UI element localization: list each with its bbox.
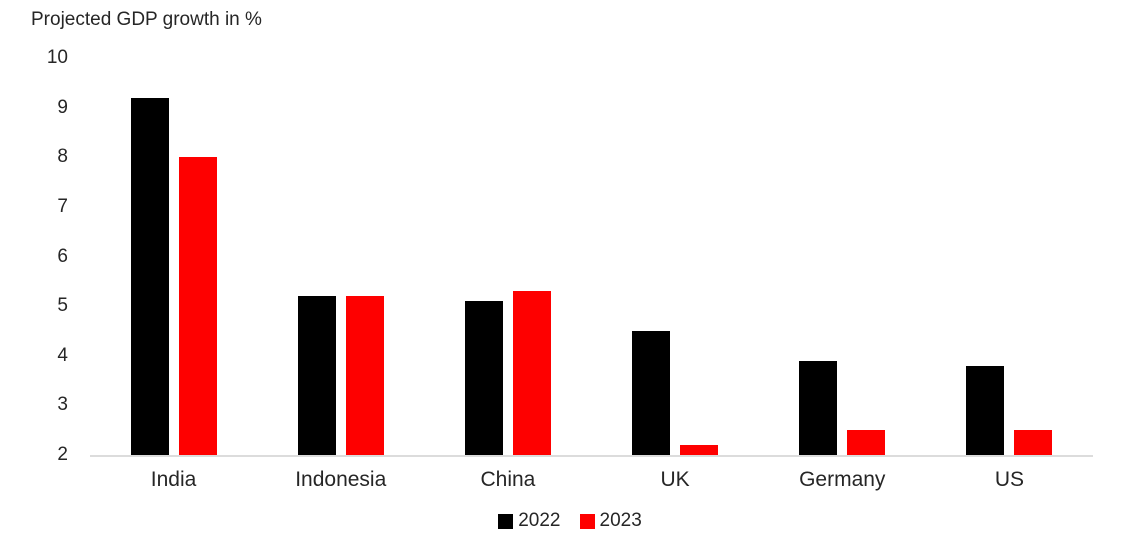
y-tick-label-6: 6 [57, 245, 68, 267]
bar-2023-uk [680, 445, 719, 455]
bar-2022-germany [799, 360, 838, 455]
y-tick-label-3: 3 [57, 394, 68, 416]
bar-2022-india [130, 97, 169, 455]
bar-2022-uk [632, 330, 671, 455]
y-tick-label-2: 2 [57, 444, 68, 465]
bar-2022-china [464, 301, 503, 455]
legend-swatch-2022 [498, 513, 514, 529]
bar-2022-us [966, 365, 1005, 455]
x-axis-label-indonesia: Indonesia [295, 468, 387, 491]
x-axis-label-china: China [480, 468, 536, 491]
y-tick-label-10: 10 [46, 47, 68, 68]
y-tick-label-4: 4 [57, 344, 68, 366]
y-tick-label-8: 8 [57, 146, 68, 168]
legend-item-2023: 2023 [579, 510, 642, 531]
bar-2023-germany [847, 430, 886, 455]
chart-title: Projected GDP growth in % [31, 9, 262, 30]
bar-2023-us [1014, 430, 1053, 455]
x-axis-label-germany: Germany [799, 468, 886, 491]
legend-label-2023: 2023 [599, 510, 642, 531]
y-tick-label-9: 9 [57, 96, 68, 118]
bar-2022-indonesia [297, 296, 336, 455]
x-axis-label-us: US [994, 468, 1024, 491]
bar-2023-indonesia [345, 296, 384, 455]
legend-label-2022: 2022 [518, 510, 561, 531]
y-tick-label-5: 5 [57, 295, 68, 317]
x-axis-label-uk: UK [660, 468, 690, 491]
legend-item-2022: 2022 [498, 510, 561, 531]
y-tick-label-7: 7 [57, 195, 68, 217]
legend-swatch-2023 [579, 513, 595, 529]
x-axis-label-india: India [150, 468, 197, 491]
legend: 2022 2023 [0, 511, 1140, 531]
bar-2023-india [178, 157, 217, 455]
bar-2023-china [512, 291, 551, 455]
x-axis-line [90, 455, 1093, 457]
